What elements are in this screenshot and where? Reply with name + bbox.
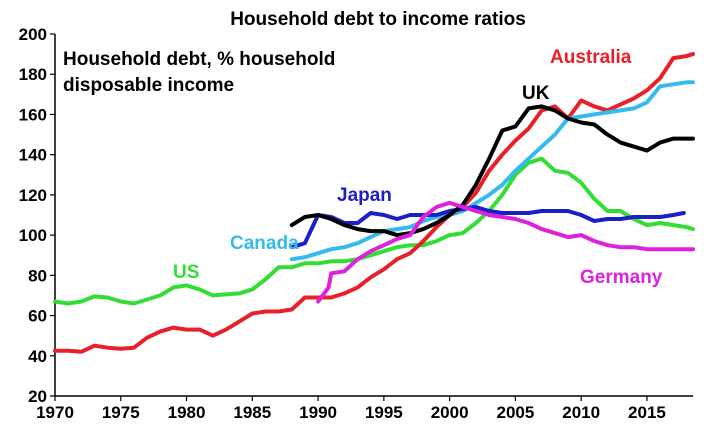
x-tick-label: 1980 <box>168 403 206 422</box>
x-tick-label: 2010 <box>562 403 600 422</box>
x-tick-label: 1975 <box>102 403 140 422</box>
series-line-uk <box>289 104 695 238</box>
y-tick-label: 60 <box>28 307 47 326</box>
y-tick-label: 120 <box>19 186 47 205</box>
chart-subtitle-line1: Household debt, % household <box>63 49 335 70</box>
x-tick-label: 1970 <box>36 403 74 422</box>
series-line-canada <box>289 80 695 262</box>
series-line-japan <box>289 205 686 250</box>
series-line-germany <box>316 200 695 304</box>
x-tick-label: 2005 <box>496 403 534 422</box>
series-label-us: US <box>173 262 199 283</box>
y-tick-label: 140 <box>19 146 47 165</box>
chart-title: Household debt to income ratios <box>230 9 526 30</box>
series-line-australia <box>53 52 695 354</box>
y-tick-label: 100 <box>19 226 47 245</box>
series-label-germany: Germany <box>580 267 663 288</box>
series-label-australia: Australia <box>550 47 632 68</box>
series-label-uk: UK <box>522 83 550 104</box>
x-tick-label: 1990 <box>299 403 337 422</box>
y-tick-label: 40 <box>28 347 47 366</box>
y-axis-ticks: 20 40 60 80 100 120 140 160 180 200 <box>19 25 55 406</box>
y-tick-label: 180 <box>19 65 47 84</box>
x-tick-label: 1995 <box>365 403 403 422</box>
chart-subtitle-line2: disposable income <box>63 75 234 96</box>
series-lines <box>53 52 695 354</box>
axes <box>54 34 693 397</box>
y-tick-label: 200 <box>19 25 47 44</box>
y-tick-label: 80 <box>28 266 47 285</box>
x-axis-ticks: 1970 1975 1980 1985 1990 1995 2000 2005 2010 2015 <box>36 396 666 422</box>
y-tick-label: 20 <box>28 387 47 406</box>
x-tick-label: 2000 <box>431 403 469 422</box>
series-label-japan: Japan <box>337 185 392 206</box>
x-tick-label: 2015 <box>628 403 666 422</box>
series-label-canada: Canada <box>230 233 299 254</box>
series-line-us <box>53 156 695 306</box>
y-tick-label: 160 <box>19 105 47 124</box>
x-tick-label: 1985 <box>233 403 271 422</box>
